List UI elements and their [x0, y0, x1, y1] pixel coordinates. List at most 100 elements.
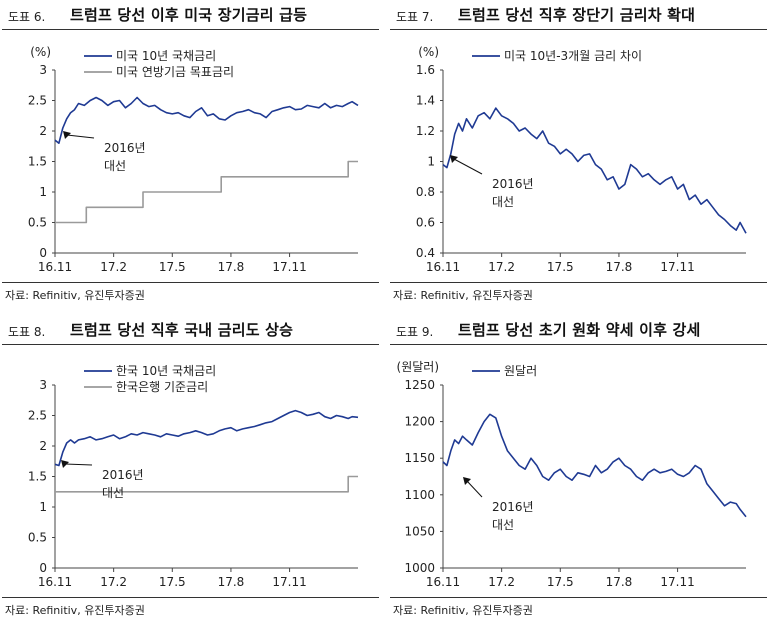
y-tick-label: 1 [39, 185, 47, 199]
panel-header: 도표 6. 트럼프 당선 이후 미국 장기금리 급등 [2, 0, 379, 30]
source-rule [390, 282, 767, 283]
annotation-arrow [66, 134, 95, 139]
x-tick-label: 17.5 [159, 575, 186, 589]
figure-number: 도표 9. [396, 325, 434, 339]
x-tick-label: 17.8 [218, 575, 245, 589]
y-tick-label: 1200 [404, 415, 435, 429]
header-rule [2, 29, 379, 30]
panel-header: 도표 7. 트럼프 당선 직후 장단기 금리차 확대 [390, 0, 767, 30]
source-rule [2, 597, 379, 598]
y-tick-label: 1.5 [28, 155, 47, 169]
source-rule [390, 597, 767, 598]
x-tick-label: 17.8 [218, 260, 245, 274]
x-tick-label: 16.11 [38, 260, 72, 274]
x-tick-label: 16.11 [426, 575, 460, 589]
y-tick-label: 1.4 [416, 94, 435, 108]
annotation-arrow [466, 480, 483, 498]
series-line [55, 475, 358, 493]
x-tick-label: 17.11 [272, 260, 306, 274]
y-tick-label: 0.4 [416, 246, 435, 260]
annotation-label: 2016년 [104, 141, 146, 155]
y-tick-label: 2 [39, 439, 47, 453]
legend-label: 미국 10년 국채금리 [116, 49, 216, 63]
legend-label: 미국 연방기금 목표금리 [116, 65, 234, 79]
line-chart: (원달러) 1000 1050 1100 1150 1200 1250 16.11 17.2 17… [397, 360, 747, 589]
line-chart: (%) 0 0.5 1 1.5 2 2.5 3 16.11 17.2 17.5 17.8 17.11 미국… [28, 45, 359, 274]
figure-number: 도표 7. [396, 10, 434, 24]
line-chart: (%) 0.4 0.6 0.8 1 1.2 1.4 1.6 16.11 17.2 17.5 17.8 1… [416, 45, 747, 274]
annotation-label: 대선 [492, 518, 514, 532]
y-tick-label: 3 [39, 63, 47, 77]
source-note: 자료: Refinitiv, 유진투자증권 [5, 604, 145, 617]
y-tick-label: 0.6 [416, 216, 435, 230]
x-tick-label: 17.2 [100, 260, 127, 274]
x-tick-label: 17.11 [660, 575, 694, 589]
y-tick-label: 1.2 [416, 124, 435, 138]
legend-label: 한국은행 기준금리 [116, 379, 208, 394]
series-line [442, 107, 747, 234]
chart-panel-krw-usd: 도표 9. 트럼프 당선 초기 원화 약세 이후 강세 (원달러) 1000 105… [388, 315, 769, 629]
y-tick-label: 1100 [404, 488, 435, 502]
x-tick-label: 17.8 [606, 260, 633, 274]
x-tick-label: 16.11 [38, 575, 72, 589]
y-tick-label: 0.8 [416, 185, 435, 199]
source-note: 자료: Refinitiv, 유진투자증권 [393, 604, 533, 617]
x-tick-label: 17.5 [159, 260, 186, 274]
legend-label: 한국 10년 국채금리 [116, 364, 216, 378]
chart-panel-us-spread: 도표 7. 트럼프 당선 직후 장단기 금리차 확대 (%) 0.4 0.6 0.8 1… [388, 0, 769, 314]
series-line [442, 413, 747, 518]
y-unit-label: (%) [30, 45, 51, 59]
figure-number: 도표 6. [8, 10, 46, 24]
y-unit-label: (원달러) [397, 360, 439, 374]
y-unit-label: (%) [418, 45, 439, 59]
annotation-arrow [453, 158, 483, 175]
x-tick-label: 17.2 [100, 575, 127, 589]
source-note: 자료: Refinitiv, 유진투자증권 [393, 289, 533, 302]
chart-panel-kr-10y: 도표 8. 트럼프 당선 직후 국내 금리도 상승 0 0.5 1 1.5 2 2.5 3 1… [0, 315, 381, 629]
chart-title: 트럼프 당선 직후 장단기 금리차 확대 [458, 6, 696, 24]
series-line [55, 160, 358, 224]
y-tick-label: 1.5 [28, 470, 47, 484]
y-tick-label: 1250 [404, 378, 435, 392]
header-rule [2, 344, 379, 345]
chart-title: 트럼프 당선 이후 미국 장기금리 급등 [70, 6, 308, 24]
y-tick-label: 2 [39, 124, 47, 138]
y-tick-label: 1 [427, 155, 435, 169]
x-tick-label: 17.2 [488, 260, 515, 274]
annotation-label: 2016년 [102, 468, 144, 482]
series-line [54, 409, 359, 467]
x-tick-label: 17.11 [660, 260, 694, 274]
y-tick-label: 2.5 [28, 409, 47, 423]
legend-label: 미국 10년-3개월 금리 차이 [504, 49, 642, 63]
annotation-arrow [64, 463, 93, 466]
panel-header: 도표 8. 트럼프 당선 직후 국내 금리도 상승 [2, 315, 379, 345]
figure-number: 도표 8. [8, 325, 46, 339]
arrow-head [450, 155, 458, 163]
series-line [54, 96, 359, 144]
y-tick-label: 0 [39, 561, 47, 575]
x-tick-label: 17.5 [547, 260, 574, 274]
y-tick-label: 2.5 [28, 94, 47, 108]
x-tick-label: 16.11 [426, 260, 460, 274]
annotation-label: 2016년 [492, 177, 534, 191]
chart-title: 트럼프 당선 직후 국내 금리도 상승 [70, 321, 294, 339]
y-tick-label: 1000 [404, 561, 435, 575]
arrow-head [63, 131, 71, 139]
x-tick-label: 17.8 [606, 575, 633, 589]
y-tick-label: 0.5 [28, 216, 47, 230]
chart-title: 트럼프 당선 초기 원화 약세 이후 강세 [458, 321, 701, 339]
annotation-label: 대선 [104, 159, 126, 173]
arrow-head [61, 460, 69, 468]
y-tick-label: 3 [39, 378, 47, 392]
source-rule [2, 282, 379, 283]
annotation-label: 2016년 [492, 500, 534, 514]
chart-panel-us-10y: 도표 6. 트럼프 당선 이후 미국 장기금리 급등 (%) 0 0.5 1 1.5 2 2… [0, 0, 381, 314]
x-tick-label: 17.11 [272, 575, 306, 589]
x-tick-label: 17.5 [547, 575, 574, 589]
header-rule [390, 29, 767, 30]
y-tick-label: 1.6 [416, 63, 435, 77]
source-note: 자료: Refinitiv, 유진투자증권 [5, 289, 145, 302]
y-tick-label: 1150 [404, 451, 435, 465]
annotation-label: 대선 [102, 486, 124, 500]
y-tick-label: 1050 [404, 524, 435, 538]
